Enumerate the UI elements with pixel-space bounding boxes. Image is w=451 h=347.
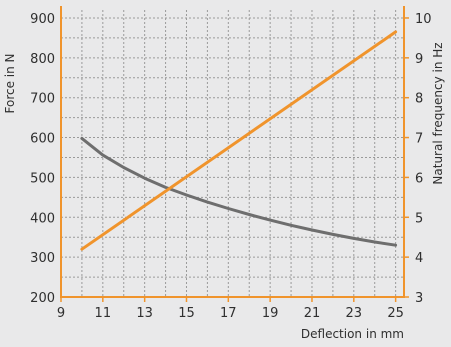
x-tick-label: 15 (178, 306, 195, 321)
y-left-tick-label: 700 (30, 92, 55, 107)
y-right-tick-label: 9 (415, 52, 423, 67)
y-left-tick-label: 900 (30, 12, 55, 27)
y-right-tick-label: 4 (415, 251, 423, 266)
x-tick-label: 25 (387, 306, 404, 321)
force-line (80, 136, 398, 247)
y-right-tick-label: 10 (415, 12, 432, 27)
y-left-tick-label: 800 (30, 52, 55, 67)
y-right-tick-label: 7 (415, 132, 423, 147)
x-axis-label: Deflection in mm (301, 327, 404, 341)
x-tick-label: 19 (262, 306, 279, 321)
x-tick-label: 23 (346, 306, 363, 321)
y-axis-label-left: Force in N (3, 53, 17, 113)
y-left-tick-label: 300 (30, 251, 55, 266)
series-lines (80, 30, 398, 251)
y-right-tick-label: 6 (415, 171, 423, 186)
y-left-tick-label: 200 (30, 291, 55, 306)
y-right-tick-label: 5 (415, 211, 423, 226)
x-tick-label: 17 (220, 306, 237, 321)
y-right-tick-label: 3 (415, 291, 423, 306)
x-tick-label: 13 (136, 306, 153, 321)
y-axis-label-right: Natural frequency in Hz (431, 42, 445, 184)
y-left-tick-label: 400 (30, 211, 55, 226)
tick-labels: 9 11 13 15 17 19 21 23 25 200 300 400 500 600 700 800 90… (30, 12, 431, 321)
x-tick-label: 21 (304, 306, 321, 321)
frequency-line (80, 30, 398, 251)
y-right-tick-label: 8 (415, 92, 423, 107)
x-tick-label: 9 (57, 306, 65, 321)
y-left-tick-label: 500 (30, 171, 55, 186)
grid (61, 10, 404, 297)
y-left-tick-label: 600 (30, 132, 55, 147)
axes (60, 6, 409, 302)
x-tick-label: 11 (95, 306, 112, 321)
